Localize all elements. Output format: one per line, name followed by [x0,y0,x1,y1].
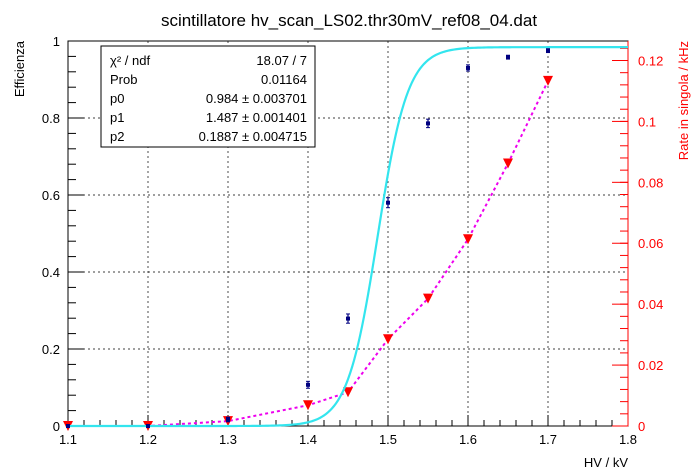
y2-tick-label: 0.12 [638,53,663,68]
x-axis-label: HV / kV [584,455,628,470]
stats-box-frame [100,45,316,148]
efficiency-point [306,382,310,387]
rate-point [463,234,473,245]
stats-label: χ² / ndf [110,53,150,68]
efficiency-point [66,424,70,428]
stats-value: 0.984 ± 0.003701 [206,91,307,106]
efficiency-point [506,55,510,60]
x-tick-label: 1.2 [139,432,157,447]
efficiency-series [66,48,550,428]
rate-point [343,387,353,398]
x-tick-label: 1.3 [219,432,237,447]
efficiency-point [466,65,470,70]
rate-point [383,334,393,345]
stats-value: 18.07 / 7 [256,53,307,68]
y-tick-label: 1 [53,34,60,49]
rate-point [303,400,313,411]
y2-tick-labels: 0 0.02 0.04 0.06 0.08 0.1 0.12 [638,53,663,434]
y2-axis-label: Rate in singola / kHz [676,41,691,160]
y-tick-label: 0.8 [42,111,60,126]
efficiency-point [346,316,350,321]
stats-rows: χ² / ndf 18.07 / 7 Prob 0.01164 p0 0.984 ± 0.… [110,53,307,144]
y-axis-label: Efficienza [12,40,27,97]
y2-tick-label: 0.04 [638,297,663,312]
efficiency-point [546,48,550,53]
x-tick-labels: 1.1 1.2 1.3 1.4 1.5 1.6 1.7 1.8 [59,432,637,447]
x-tick-label: 1.4 [299,432,317,447]
fit-curve [68,46,628,428]
x-tick-label: 1.1 [59,432,77,447]
y2-tick-label: 0 [638,419,645,434]
efficiency-point [386,200,390,205]
x-tick-label: 1.8 [619,432,637,447]
stats-label: Prob [110,72,137,87]
stats-label: p0 [110,91,124,106]
stats-box: χ² / ndf 18.07 / 7 Prob 0.01164 p0 0.984 ± 0.… [100,45,316,148]
stats-value: 0.01164 [261,72,307,87]
y-tick-label: 0 [53,419,60,434]
stats-label: p2 [110,129,124,144]
efficiency-point [426,121,430,126]
axis-ticks [67,40,629,427]
efficiency-point [226,417,230,422]
y2-tick-label: 0.08 [638,175,663,190]
chart-title: scintillatore hv_scan_LS02.thr30mV_ref08… [161,11,537,30]
y2-tick-label: 0.1 [638,114,656,129]
rate-series-line [68,80,549,427]
x-tick-label: 1.7 [539,432,557,447]
stats-value: 0.1887 ± 0.004715 [199,129,307,144]
x-tick-label: 1.6 [459,432,477,447]
x-tick-label: 1.5 [379,432,397,447]
y-tick-label: 0.4 [42,265,60,280]
rate-point [543,75,553,86]
y2-tick-label: 0.02 [638,358,663,373]
stats-label: p1 [110,110,124,125]
fit-curve-line [68,46,628,428]
rate-point [423,293,433,304]
y-tick-label: 0.2 [42,342,60,357]
stats-value: 1.487 ± 0.001401 [206,110,307,125]
y2-tick-label: 0.06 [638,236,663,251]
y-tick-labels: 0 0.2 0.4 0.6 0.8 1 [42,34,60,434]
efficiency-point [146,424,150,428]
y-tick-label: 0.6 [42,188,60,203]
rate-point [503,158,513,169]
